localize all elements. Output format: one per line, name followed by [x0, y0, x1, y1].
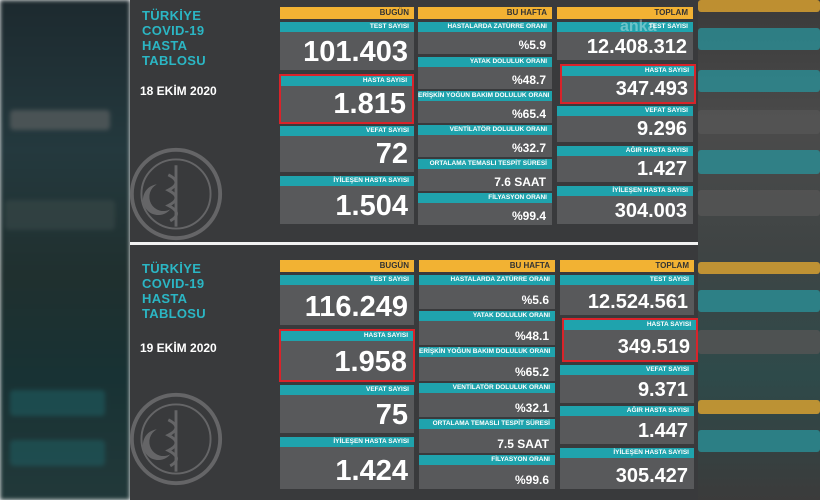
week-ventilator-card: VENTİLATÖR DOLULUK ORANI %32.1 — [419, 383, 555, 417]
panel-title: TÜRKİYE COVID-19 HASTA TABLOSU — [142, 8, 206, 68]
week-bed-card: YATAK DOLULUK ORANI %48.1 — [419, 311, 555, 345]
total-test-card: TEST SAYISI 12.524.561 — [560, 275, 694, 315]
panel-date: 18 EKİM 2020 — [140, 84, 217, 98]
header-week: BU HAFTA — [419, 260, 555, 272]
header-week: BU HAFTA — [418, 7, 552, 19]
today-case-card: HASTA SAYISI 1.958 — [279, 329, 415, 382]
total-test-card: TEST SAYISI 12.408.312 — [557, 22, 693, 60]
health-ministry-emblem-icon — [129, 147, 223, 241]
panel-divider — [130, 242, 698, 245]
week-pneumonia-card: HASTALARDA ZATÜRRE ORANI %5.9 — [418, 22, 552, 54]
covid-table-panel-oct18: TÜRKİYE COVID-19 HASTA TABLOSU 18 EKİM 2… — [129, 0, 698, 242]
panel-title: TÜRKİYE COVID-19 HASTA TABLOSU — [142, 261, 206, 321]
total-critical-card: AĞIR HASTA SAYISI 1.427 — [557, 146, 693, 182]
header-today: BUGÜN — [280, 260, 414, 272]
total-death-card: VEFAT SAYISI 9.371 — [560, 365, 694, 403]
today-recovered-card: İYİLEŞEN HASTA SAYISI 1.504 — [280, 176, 414, 224]
total-critical-card: AĞIR HASTA SAYISI 1.447 — [560, 406, 694, 444]
today-death-card: VEFAT SAYISI 75 — [280, 385, 414, 433]
header-total: TOPLAM — [557, 7, 693, 19]
week-contact-time-card: ORTALAMA TEMASLI TESPİT SÜRESİ 7.5 SAAT — [419, 419, 555, 453]
total-case-card: HASTA SAYISI 347.493 — [560, 64, 696, 104]
health-ministry-emblem-icon — [129, 392, 223, 486]
total-recovered-card: İYİLEŞEN HASTA SAYISI 304.003 — [557, 186, 693, 224]
covid-table-panel-oct19: TÜRKİYE COVID-19 HASTA TABLOSU 19 EKİM 2… — [129, 245, 698, 500]
blurred-background-right — [698, 0, 820, 500]
week-ventilator-card: VENTİLATÖR DOLULUK ORANI %32.7 — [418, 125, 552, 157]
today-case-card: HASTA SAYISI 1.815 — [279, 74, 414, 124]
today-test-card: TEST SAYISI 101.403 — [280, 22, 414, 70]
week-contact-time-card: ORTALAMA TEMASLI TESPİT SÜRESİ 7.6 SAAT — [418, 159, 552, 191]
today-death-card: VEFAT SAYISI 72 — [280, 126, 414, 172]
blurred-background-left — [0, 0, 130, 500]
header-total: TOPLAM — [560, 260, 694, 272]
week-bed-card: YATAK DOLULUK ORANI %48.7 — [418, 57, 552, 89]
today-test-card: TEST SAYISI 116.249 — [280, 275, 414, 325]
total-recovered-card: İYİLEŞEN HASTA SAYISI 305.427 — [560, 448, 694, 489]
header-today: BUGÜN — [280, 7, 414, 19]
week-pneumonia-card: HASTALARDA ZATÜRRE ORANI %5.6 — [419, 275, 555, 309]
week-filiation-card: FİLYASYON ORANI %99.6 — [419, 455, 555, 489]
week-icu-card: ERİŞKİN YOĞUN BAKIM DOLULUK ORANI %65.4 — [418, 91, 552, 123]
week-icu-card: ERİŞKİN YOĞUN BAKIM DOLULUK ORANI %65.2 — [419, 347, 555, 381]
source-watermark: anka — [620, 18, 657, 35]
week-filiation-card: FİLYASYON ORANI %99.4 — [418, 193, 552, 225]
total-death-card: VEFAT SAYISI 9.296 — [557, 106, 693, 142]
panel-date: 19 EKİM 2020 — [140, 341, 217, 355]
total-case-card: HASTA SAYISI 349.519 — [562, 318, 698, 362]
today-recovered-card: İYİLEŞEN HASTA SAYISI 1.424 — [280, 437, 414, 489]
